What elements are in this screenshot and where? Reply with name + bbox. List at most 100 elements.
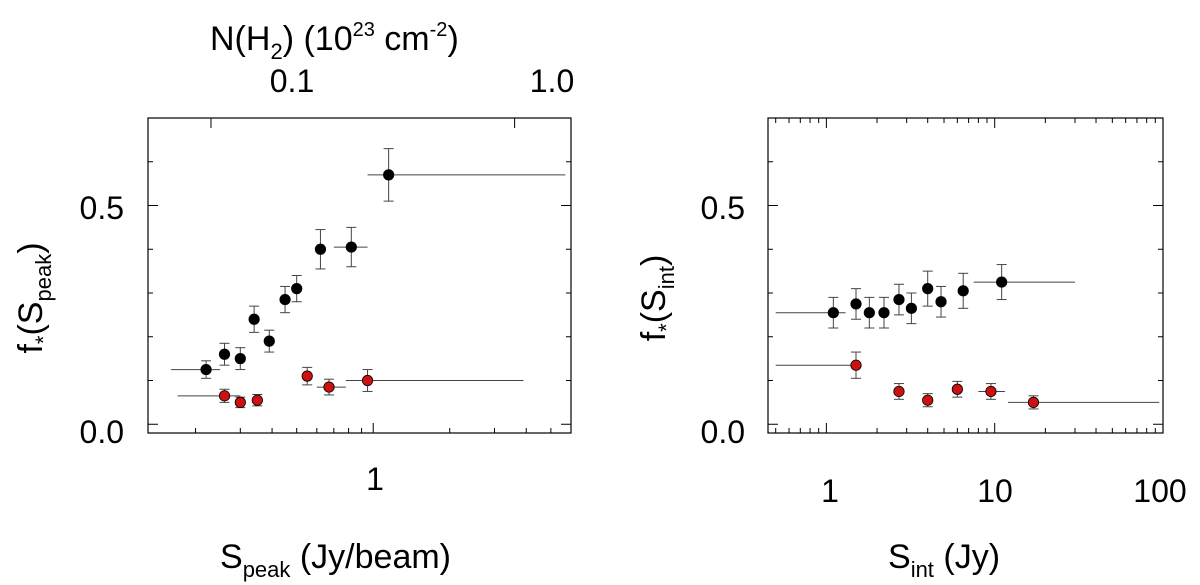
black-marker (850, 298, 862, 310)
red-marker (323, 381, 335, 393)
black-marker (863, 307, 875, 319)
black-point-9 (367, 148, 566, 202)
black-marker (383, 169, 395, 181)
black-marker (291, 283, 303, 295)
black-marker (893, 293, 905, 306)
left-data-marks (170, 148, 566, 409)
black-marker (218, 348, 231, 360)
black-marker (279, 293, 291, 306)
left-xtitle-main: S (220, 538, 243, 576)
top-title-pre: N(H (210, 20, 270, 58)
red-marker (985, 385, 997, 398)
top-tick-label-1.0: 1.0 (530, 63, 574, 99)
black-point-8 (333, 226, 368, 268)
right-xtick-label-1: 1 (821, 473, 839, 509)
black-marker (957, 285, 969, 297)
red-point-5 (1008, 395, 1160, 410)
left-yaxis-title: f*(Speak) (12, 242, 56, 353)
black-point-6 (291, 275, 303, 303)
red-point-1 (234, 396, 246, 409)
black-marker (200, 363, 212, 376)
right-xaxis-title: Sint (Jy) (888, 538, 1000, 582)
red-marker (218, 390, 231, 402)
black-point-5 (905, 292, 917, 325)
right-ytitle-close: ) (635, 255, 673, 266)
red-point-4 (316, 378, 346, 396)
black-point-9 (973, 264, 1075, 301)
right-yaxis-title: f*(Sint) (635, 255, 679, 342)
black-marker (935, 296, 947, 308)
left-xtitle-rest: (Jy/beam) (290, 538, 451, 576)
right-ytitle-open: (S (635, 289, 673, 323)
top-tick-label-0.1: 0.1 (270, 63, 314, 99)
right-ytick-label-1: 0.5 (701, 190, 745, 226)
top-title-mid: ) (10 (283, 20, 353, 58)
black-marker (234, 353, 246, 365)
red-marker (234, 396, 246, 408)
right-xtick-label-100: 100 (1133, 473, 1186, 509)
black-marker (263, 335, 275, 347)
right-ytitle-sub: int (654, 266, 679, 289)
red-point-2 (251, 394, 263, 407)
right-axis-ticks (768, 117, 1164, 433)
right-xtitle-main: S (888, 538, 911, 576)
top-title-sub: 2 (270, 39, 282, 64)
black-point-2 (863, 296, 875, 329)
black-point-7 (935, 285, 947, 318)
left-ytitle-star: * (31, 335, 56, 344)
left-ytick-label-0: 0.0 (80, 414, 124, 450)
left-plot-frame (147, 117, 572, 434)
red-marker (951, 383, 963, 395)
left-ytitle-sub: peak (31, 253, 56, 302)
black-point-6 (922, 270, 934, 307)
red-point-5 (345, 369, 524, 392)
right-plot-frame (767, 117, 1164, 434)
left-xaxis-title: Speak (Jy/beam) (220, 538, 451, 582)
black-marker (248, 313, 260, 325)
right-xtitle-sub: int (911, 557, 934, 582)
red-point-4 (978, 383, 1005, 400)
top-title-unit: cm (375, 20, 430, 58)
black-point-1 (850, 288, 862, 320)
black-marker (922, 283, 934, 295)
top-axis-title: N(H2) (1023 cm-2) (210, 19, 459, 64)
red-marker (301, 370, 313, 382)
black-point-3 (878, 296, 890, 329)
red-point-0 (775, 351, 862, 379)
black-point-4 (263, 329, 275, 353)
red-marker (850, 359, 862, 371)
black-marker (996, 276, 1008, 288)
black-point-3 (248, 305, 260, 333)
red-point-3 (301, 366, 313, 386)
left-ytitle-main: f (12, 344, 50, 354)
left-ytitle-open: (S (12, 302, 50, 336)
top-title-sup1: 23 (353, 19, 375, 41)
top-title-close: ) (447, 20, 458, 58)
red-point-1 (893, 383, 905, 400)
left-xtitle-sub: peak (243, 557, 292, 582)
right-data-marks (775, 264, 1160, 410)
black-point-5 (279, 285, 291, 314)
red-marker (922, 394, 934, 406)
black-point-0 (170, 360, 221, 379)
black-marker (314, 243, 327, 255)
black-point-2 (234, 347, 246, 371)
red-point-0 (177, 388, 241, 403)
red-marker (893, 385, 905, 398)
right-xtick-label-10: 10 (977, 473, 1013, 509)
left-axis-ticks (148, 117, 572, 433)
red-marker (361, 374, 374, 387)
right-ytitle-star: * (654, 323, 679, 332)
red-point-2 (922, 393, 934, 408)
right-ytick-label-0: 0.0 (701, 414, 745, 450)
red-marker (251, 394, 263, 406)
right-ytitle-main: f (635, 331, 673, 341)
black-point-4 (893, 283, 905, 316)
black-point-1 (218, 342, 231, 366)
black-marker (905, 302, 917, 314)
black-point-0 (775, 296, 846, 329)
left-xtick-label-1: 1 (366, 461, 384, 497)
left-ytick-label-1: 0.5 (80, 190, 124, 226)
right-xtitle-rest: (Jy) (934, 538, 1000, 576)
